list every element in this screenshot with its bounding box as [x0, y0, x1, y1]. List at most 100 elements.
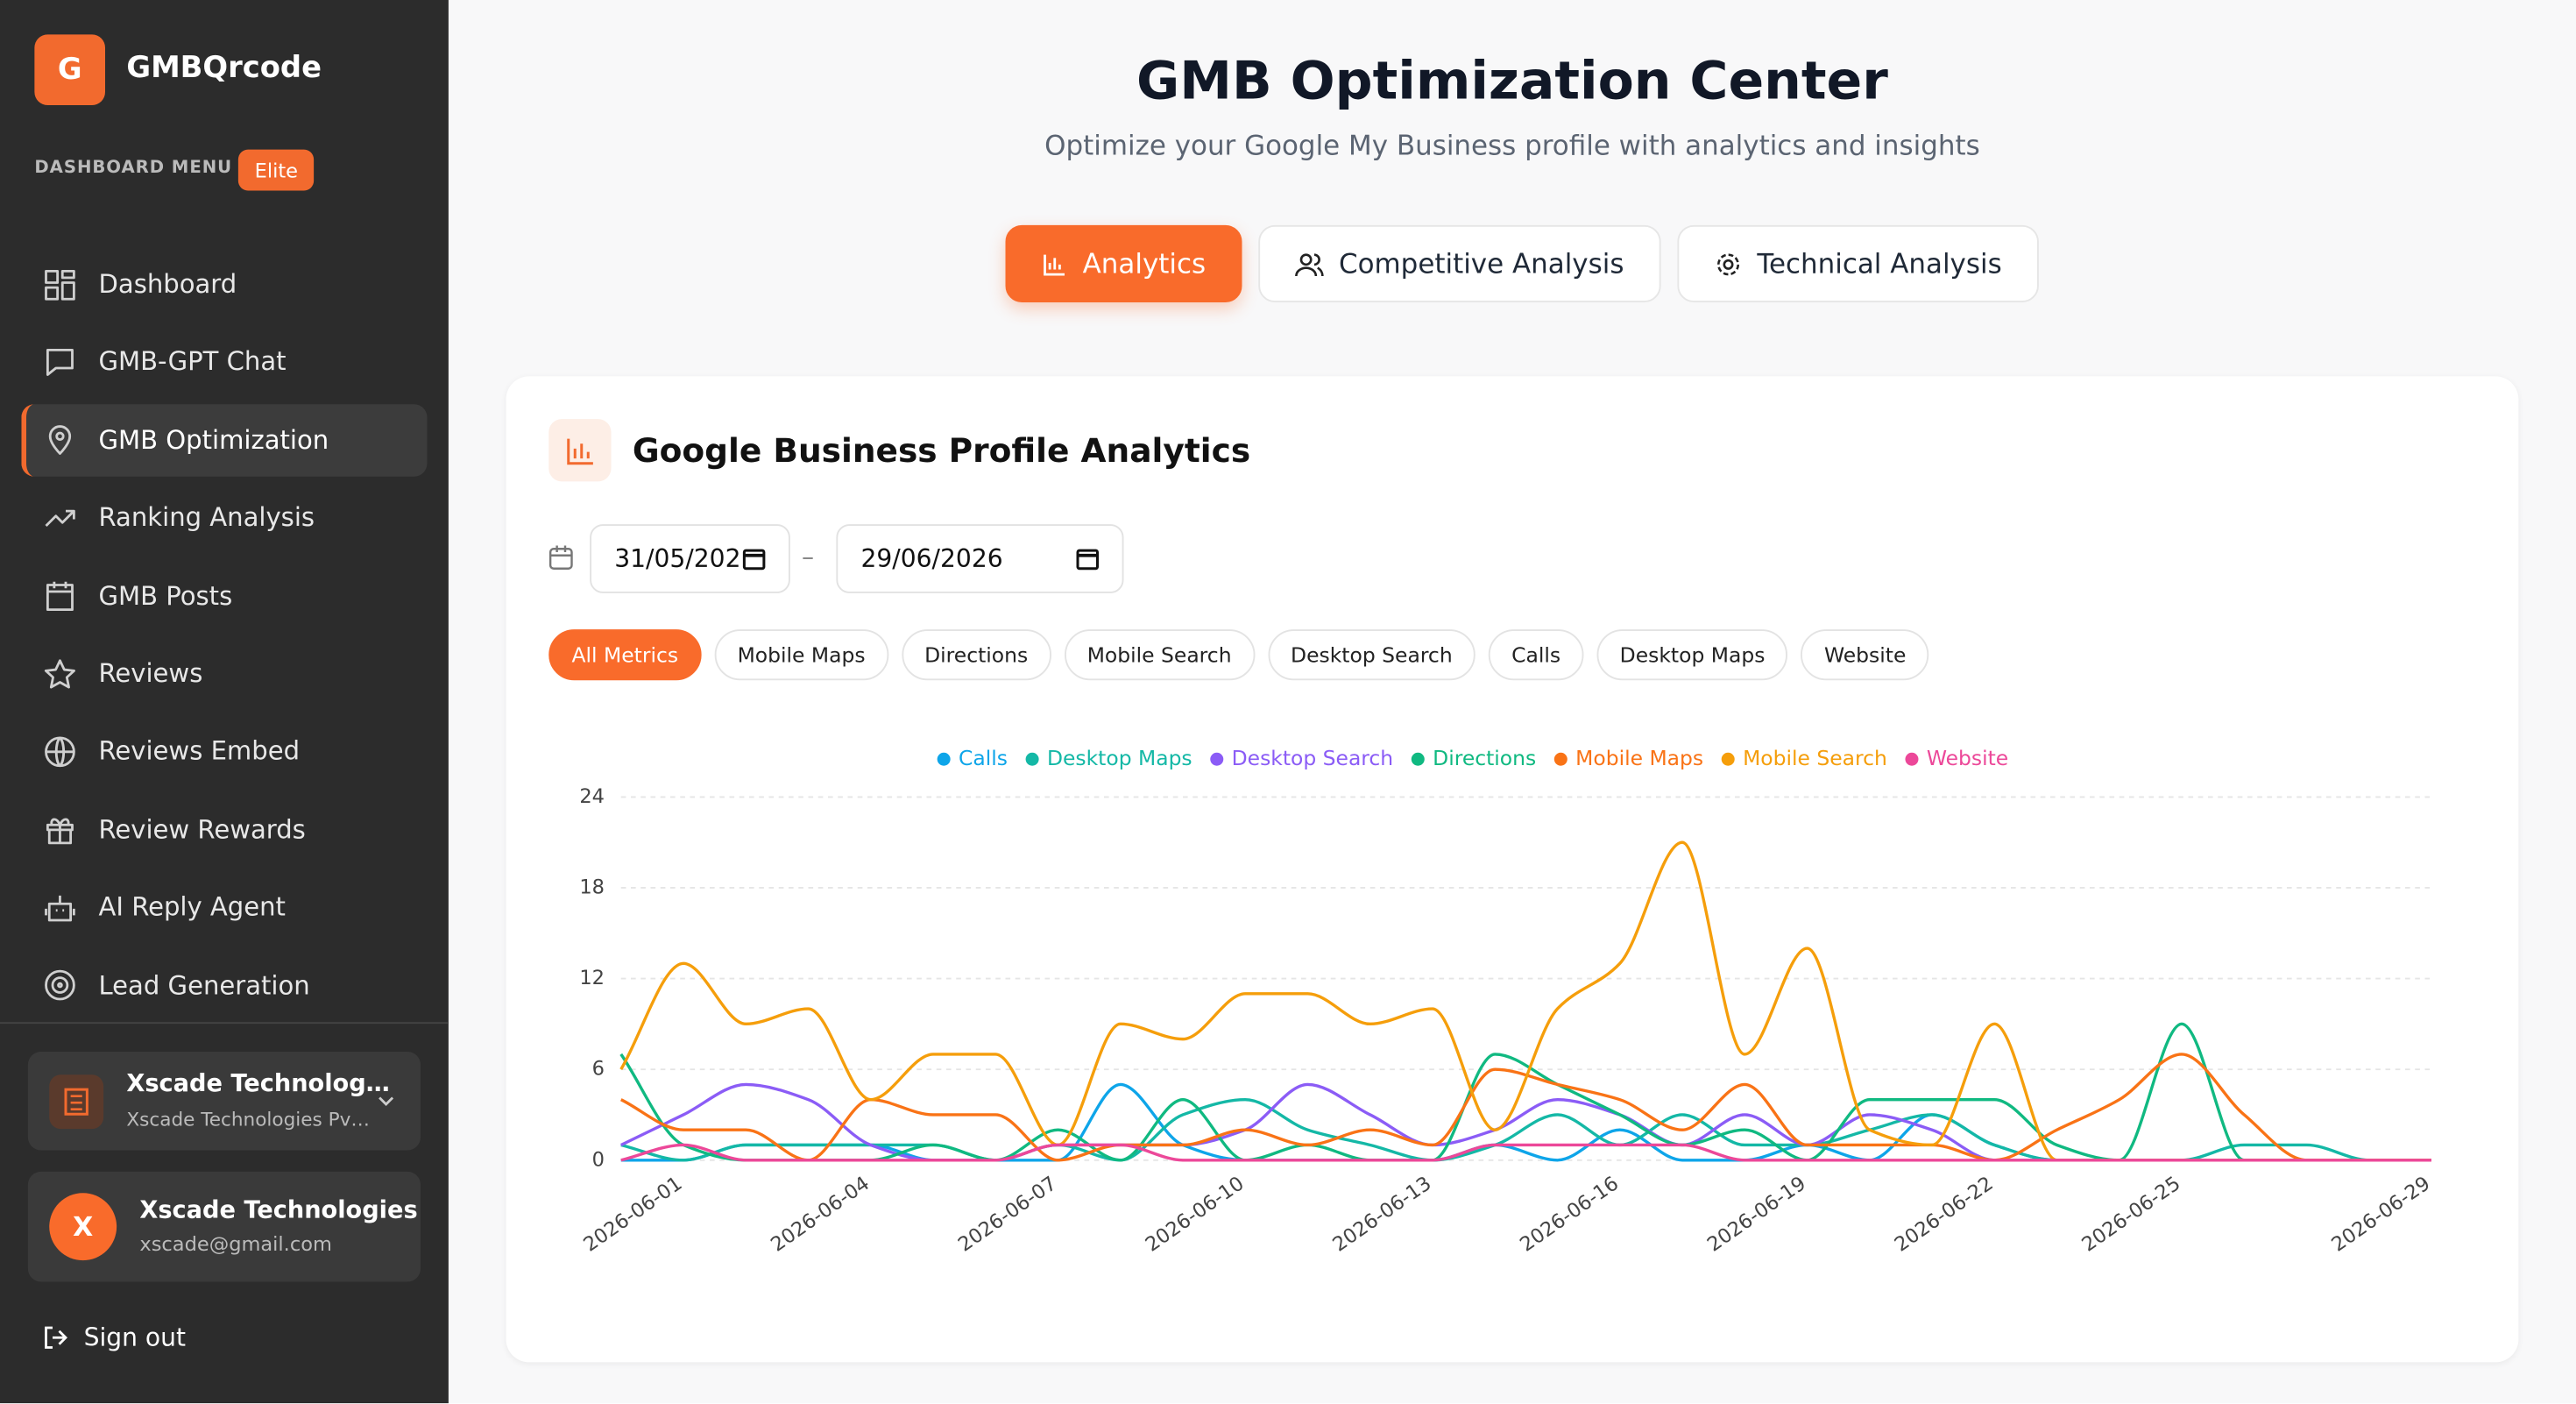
legend-item: Mobile Maps	[1553, 746, 1703, 770]
picker-icon	[742, 549, 766, 571]
series-line	[619, 1022, 2431, 1162]
badge: Elite	[237, 149, 315, 191]
filter-pill[interactable]: Mobile Search	[1064, 629, 1255, 681]
x-tick-label: 2026-06-10	[1142, 1172, 1249, 1256]
divider	[0, 1022, 449, 1025]
end-date[interactable]: 29/06/2026	[836, 524, 1124, 593]
nav-label: Lead Generation	[98, 970, 310, 1001]
filter-pill[interactable]: Desktop Maps	[1596, 629, 1788, 681]
sign-out-label: Sign out	[83, 1322, 186, 1353]
nav-label: Review Rewards	[98, 814, 306, 845]
tabs: Analytics Competitive Analysis Technical A…	[1005, 224, 2038, 302]
icon	[45, 895, 75, 921]
icon	[1044, 253, 1065, 275]
brand: GMBQrcode	[126, 51, 322, 86]
card-icon	[548, 419, 612, 482]
nav-item[interactable]: AI Reply Agent	[21, 871, 427, 944]
nav-label: AI Reply Agent	[98, 892, 286, 923]
legend-dot	[1210, 752, 1224, 766]
x-tick-label: 2026-06-19	[1703, 1172, 1810, 1256]
icon	[44, 658, 75, 688]
nav-label: Dashboard	[98, 269, 237, 300]
nav-item[interactable]: GMB Posts	[21, 560, 427, 633]
x-tick-label: 2026-06-13	[1328, 1172, 1435, 1256]
date-separator: –	[802, 542, 815, 572]
account-icon	[49, 1074, 104, 1130]
account-switcher[interactable]: Xscade Technolog… Xscade Technologies Pv…	[27, 1052, 421, 1151]
nav-label: GMB-GPT Chat	[98, 347, 287, 378]
nav-label: Ranking Analysis	[98, 503, 315, 533]
icon	[45, 969, 75, 1001]
filter-pill[interactable]: Website	[1801, 629, 1929, 681]
account-sub: Xscade Technologies Pv…	[126, 1107, 370, 1131]
end-date-text: 29/06/2026	[860, 543, 1003, 574]
filter-pill[interactable]: Mobile Maps	[714, 629, 888, 681]
x-tick-label: 2026-06-07	[954, 1172, 1061, 1256]
icon	[48, 425, 72, 456]
nav-label: Reviews Embed	[98, 736, 301, 767]
nav-item[interactable]: Reviews Embed	[21, 715, 427, 788]
legend-item: Directions	[1411, 746, 1536, 770]
nav-item[interactable]: GMB Optimization	[21, 403, 428, 477]
nav-item[interactable]: Ranking Analysis	[21, 482, 427, 555]
nav-label: Reviews	[98, 658, 203, 689]
series-line	[620, 1082, 2431, 1162]
legend-label: Mobile Maps	[1575, 746, 1703, 770]
sign-out[interactable]: Sign out	[41, 1322, 186, 1352]
tab[interactable]: Analytics	[1005, 224, 1242, 302]
x-tick-label: 2026-06-25	[2077, 1172, 2184, 1256]
start-date-text: 31/05/2026	[614, 543, 743, 574]
icon	[45, 269, 75, 300]
start-date[interactable]: 31/05/2026	[590, 524, 790, 593]
legend-dot	[937, 752, 951, 766]
sidebar: G GMBQrcode DASHBOARD MENU Elite Dashboa…	[0, 0, 449, 1404]
icon	[46, 348, 74, 376]
legend: Calls Desktop Maps Desktop Search Direction…	[937, 746, 2008, 770]
nav-item[interactable]: Dashboard	[21, 248, 427, 321]
y-tick-label: 24	[579, 785, 605, 808]
tab[interactable]: Competitive Analysis	[1258, 224, 1660, 302]
x-tick-label: 2026-06-16	[1516, 1172, 1623, 1256]
legend-item: Mobile Search	[1721, 746, 1887, 770]
icon	[45, 509, 75, 527]
icon	[46, 819, 74, 845]
menu-label: DASHBOARD MENU	[34, 158, 233, 178]
legend-dot	[1553, 752, 1568, 766]
filter-pill[interactable]: Directions	[901, 629, 1051, 681]
page-subtitle: Optimize your Google My Business profile…	[1044, 130, 1980, 161]
filter-pill[interactable]: All Metrics	[548, 629, 702, 681]
nav-item[interactable]: Lead Generation	[21, 949, 427, 1022]
x-tick-label: 2026-06-29	[2327, 1172, 2434, 1256]
x-tick-label: 2026-06-01	[579, 1172, 686, 1256]
chevron	[379, 1096, 394, 1106]
filters: All Metrics Mobile Maps Directions Mobile S…	[548, 629, 1929, 681]
legend-item: Desktop Search	[1210, 746, 1393, 770]
y-tick-label: 6	[592, 1058, 605, 1081]
legend-dot	[1025, 752, 1039, 766]
avatar: X	[49, 1193, 117, 1261]
legend-item: Website	[1905, 746, 2008, 770]
page-title: GMB Optimization Center	[1136, 49, 1888, 112]
tab[interactable]: Technical Analysis	[1676, 224, 2038, 302]
nav-label: GMB Posts	[98, 580, 233, 611]
x-tick-label: 2026-06-22	[1891, 1172, 1998, 1256]
picker-icon	[1076, 549, 1099, 571]
legend-item: Desktop Maps	[1025, 746, 1192, 770]
user-name: Xscade Technologies	[139, 1197, 418, 1224]
legend-dot	[1721, 752, 1735, 766]
filter-pill[interactable]: Desktop Search	[1267, 629, 1476, 681]
icon	[1294, 252, 1324, 276]
logo: G	[34, 34, 105, 105]
y-tick-label: 0	[592, 1148, 605, 1171]
nav-item[interactable]: GMB-GPT Chat	[21, 326, 427, 399]
legend-label: Website	[1927, 746, 2008, 770]
card-title: Google Business Profile Analytics	[632, 430, 1251, 471]
y-tick-label: 12	[579, 967, 605, 989]
nav-item[interactable]: Reviews	[21, 638, 427, 711]
legend-label: Desktop Maps	[1047, 746, 1192, 770]
account-name: Xscade Technolog…	[126, 1071, 390, 1098]
series-line	[620, 1053, 2431, 1162]
nav-item[interactable]: Review Rewards	[21, 793, 427, 866]
filter-pill[interactable]: Calls	[1488, 629, 1584, 681]
